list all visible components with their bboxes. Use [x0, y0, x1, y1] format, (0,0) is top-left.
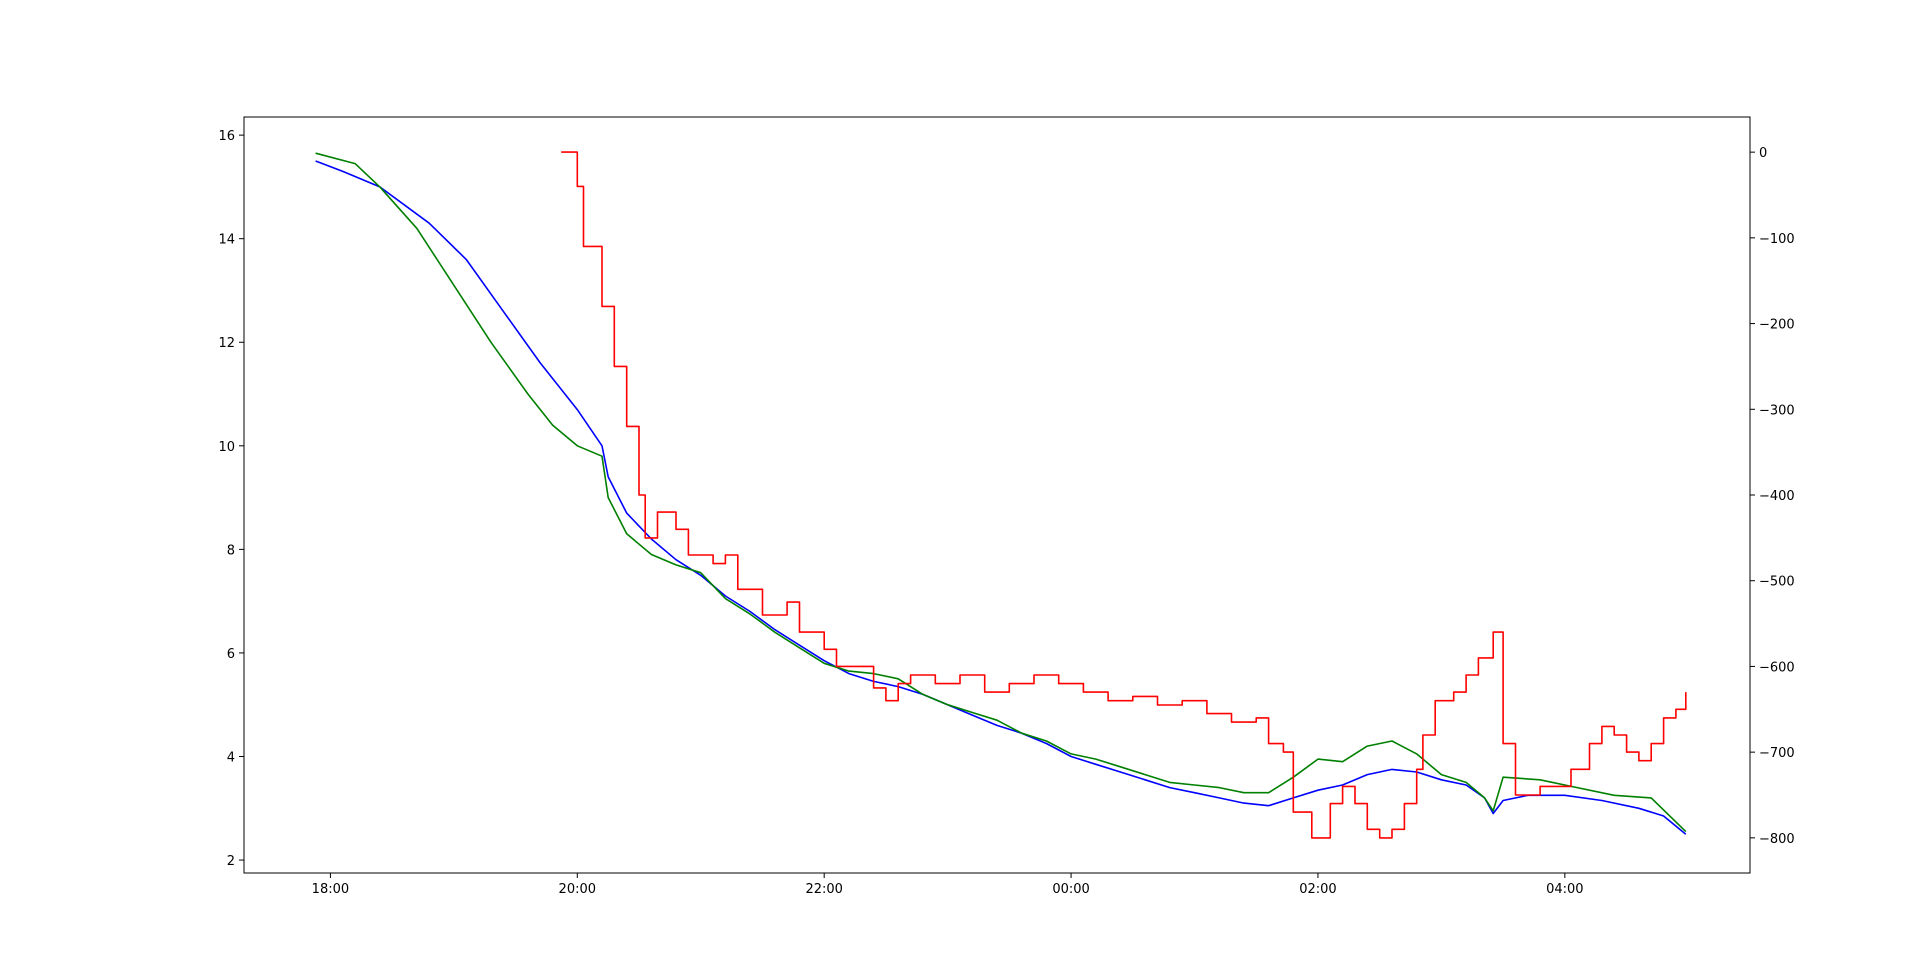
y-axis-left: 2 4 6 8 10 12 14 16: [218, 129, 244, 869]
y-tick-label: 12: [218, 336, 235, 351]
y2-tick-label: −500: [1759, 575, 1795, 590]
y2-tick-label: −100: [1759, 232, 1795, 247]
x-tick-label: 00:00: [1052, 882, 1089, 897]
y-axis-right: 0 −100 −200 −300 −400 −500 −600 −700 −800: [1750, 146, 1795, 847]
x-tick-label: 04:00: [1546, 882, 1583, 897]
y-tick-label: 10: [218, 440, 235, 455]
x-tick-label: 20:00: [559, 882, 596, 897]
plot-frame: [243, 116, 1751, 874]
y-tick-label: 4: [227, 750, 235, 765]
series-line-2: [315, 152, 1687, 833]
y2-tick-label: −400: [1759, 489, 1795, 504]
x-tick-label: 18:00: [312, 882, 349, 897]
x-tick-label: 22:00: [805, 882, 842, 897]
y2-tick-label: −200: [1759, 318, 1795, 333]
y-tick-label: 6: [227, 647, 235, 662]
y2-tick-label: −800: [1759, 832, 1795, 847]
y-tick-label: 16: [218, 129, 235, 144]
y-tick-label: 14: [218, 233, 235, 248]
y-tick-label: 2: [227, 854, 235, 869]
y2-tick-label: −600: [1759, 660, 1795, 675]
series-layer: [315, 151, 1687, 839]
x-tick-label: 02:00: [1299, 882, 1336, 897]
y2-tick-label: 0: [1759, 146, 1767, 161]
x-axis: 18:00 20:00 22:00 00:00 02:00 04:00: [312, 873, 1584, 897]
y-tick-label: 8: [227, 543, 235, 558]
y2-tick-label: −700: [1759, 746, 1795, 761]
series-line-3: [561, 151, 1687, 839]
y2-tick-label: −300: [1759, 403, 1795, 418]
series-line-1: [315, 160, 1687, 835]
